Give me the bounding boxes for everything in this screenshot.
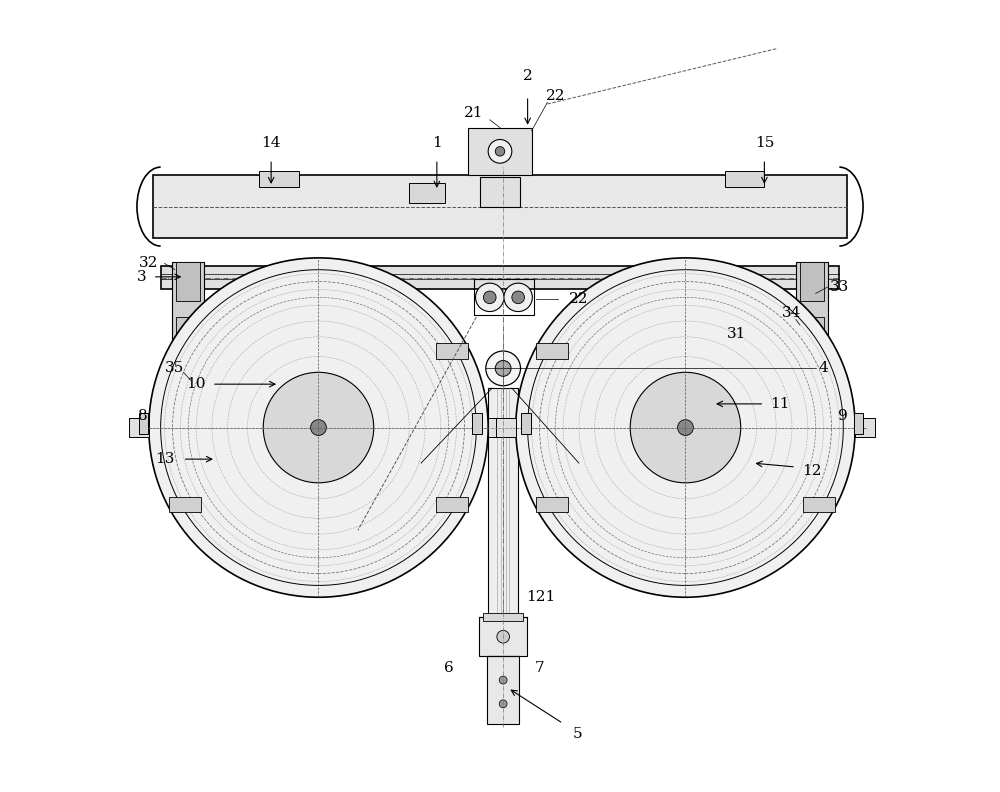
Bar xyxy=(153,175,847,238)
Bar xyxy=(172,262,204,348)
Bar xyxy=(488,388,518,617)
Bar xyxy=(436,497,468,512)
Circle shape xyxy=(516,258,855,597)
Bar xyxy=(259,171,299,187)
Text: 35: 35 xyxy=(165,361,184,375)
Text: 5: 5 xyxy=(573,727,582,741)
Bar xyxy=(479,617,527,657)
Bar xyxy=(161,266,839,289)
Circle shape xyxy=(486,351,521,386)
Text: 13: 13 xyxy=(155,452,174,466)
Bar xyxy=(129,418,149,437)
Text: 15: 15 xyxy=(755,136,774,150)
Text: 11: 11 xyxy=(770,397,790,411)
Text: 32: 32 xyxy=(139,257,158,270)
Bar xyxy=(169,497,201,512)
Circle shape xyxy=(630,372,741,483)
Bar xyxy=(536,343,568,359)
Bar xyxy=(800,317,824,348)
Circle shape xyxy=(497,630,509,643)
Bar xyxy=(483,613,523,621)
Bar xyxy=(480,177,520,207)
Text: 10: 10 xyxy=(186,377,206,391)
Bar xyxy=(472,413,482,434)
Bar xyxy=(176,317,200,348)
Circle shape xyxy=(311,420,326,436)
Bar xyxy=(409,183,445,203)
Bar xyxy=(139,413,148,434)
Text: 4: 4 xyxy=(819,361,828,375)
Circle shape xyxy=(504,284,532,311)
Circle shape xyxy=(499,700,507,708)
Bar xyxy=(521,413,531,434)
Bar xyxy=(487,657,519,724)
Text: 14: 14 xyxy=(261,136,281,150)
Circle shape xyxy=(495,147,505,156)
Text: 21: 21 xyxy=(464,106,484,120)
Bar xyxy=(855,418,875,437)
Circle shape xyxy=(149,258,488,597)
Circle shape xyxy=(488,139,512,163)
Bar xyxy=(468,128,532,175)
Text: 1: 1 xyxy=(432,136,442,150)
Text: 121: 121 xyxy=(526,590,556,604)
Bar xyxy=(436,343,468,359)
Circle shape xyxy=(512,291,524,303)
Circle shape xyxy=(678,420,693,436)
Bar xyxy=(854,413,863,434)
Text: 31: 31 xyxy=(727,327,746,341)
Text: 22: 22 xyxy=(569,292,589,306)
Circle shape xyxy=(483,291,496,303)
Text: 6: 6 xyxy=(444,661,454,676)
Text: 22: 22 xyxy=(545,89,565,103)
Text: 12: 12 xyxy=(802,464,821,478)
Bar xyxy=(488,418,508,437)
Text: 7: 7 xyxy=(535,661,544,676)
Bar xyxy=(474,280,534,315)
Text: 33: 33 xyxy=(830,280,849,294)
Bar xyxy=(172,348,208,404)
Text: 3: 3 xyxy=(137,270,147,284)
Bar xyxy=(803,497,835,512)
Bar xyxy=(796,262,828,348)
Circle shape xyxy=(476,284,504,311)
Bar xyxy=(800,262,824,301)
Circle shape xyxy=(263,372,374,483)
Text: 8: 8 xyxy=(138,409,148,423)
Bar xyxy=(536,497,568,512)
Circle shape xyxy=(499,676,507,684)
Circle shape xyxy=(495,360,511,376)
Text: 2: 2 xyxy=(523,70,532,83)
Bar xyxy=(496,418,516,437)
Text: 9: 9 xyxy=(838,409,848,423)
Text: 34: 34 xyxy=(782,307,802,320)
Bar xyxy=(176,262,200,301)
Bar xyxy=(725,171,764,187)
